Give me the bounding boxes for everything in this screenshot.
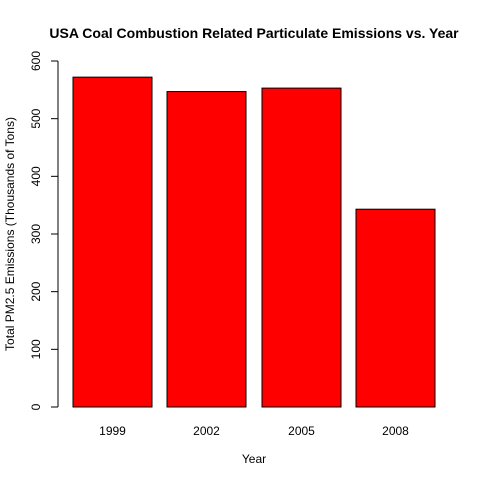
y-tick-label-300: 300 [29, 224, 43, 244]
y-tick-label-600: 600 [29, 51, 43, 71]
x-tick-label-2008: 2008 [382, 424, 409, 438]
x-tick-label-2005: 2005 [288, 424, 315, 438]
x-tick-label-2002: 2002 [193, 424, 220, 438]
y-axis-label: Total PM2.5 Emissions (Thousands of Tons… [3, 117, 17, 351]
bar-1999 [72, 76, 153, 408]
y-tick-label-200: 200 [29, 281, 43, 301]
bar-2002 [166, 91, 247, 408]
bar-2008 [355, 208, 436, 408]
x-axis-tick-labels: 1999 2002 2005 2008 [99, 424, 409, 438]
y-tick-label-0: 0 [29, 403, 43, 410]
y-axis: 0 100 200 300 400 500 600 [29, 51, 59, 410]
chart-title: USA Coal Combustion Related Particulate … [49, 25, 459, 41]
y-tick-label-100: 100 [29, 339, 43, 359]
y-tick-label-500: 500 [29, 108, 43, 128]
x-tick-label-1999: 1999 [99, 424, 126, 438]
y-tick-label-400: 400 [29, 166, 43, 186]
bars [72, 76, 436, 408]
x-axis-label: Year [242, 452, 266, 466]
bar-2005 [261, 87, 342, 408]
